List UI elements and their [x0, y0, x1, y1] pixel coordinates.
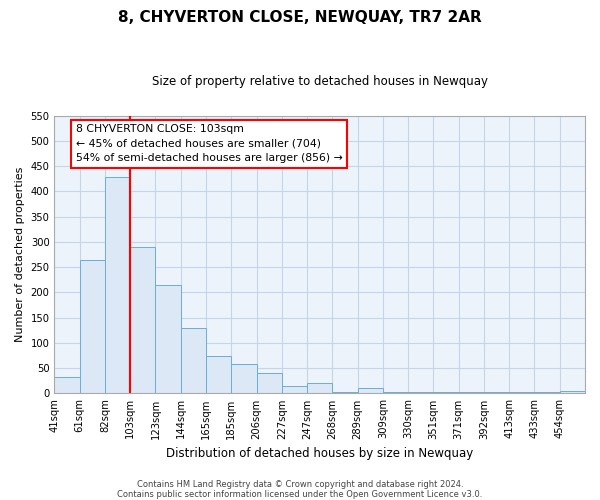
Bar	[509, 392, 535, 394]
Text: Contains public sector information licensed under the Open Government Licence v3: Contains public sector information licen…	[118, 490, 482, 499]
Bar	[408, 392, 433, 394]
Bar	[181, 328, 206, 394]
Bar	[358, 388, 383, 394]
Y-axis label: Number of detached properties: Number of detached properties	[15, 167, 25, 342]
Bar	[307, 384, 332, 394]
Bar	[560, 391, 585, 394]
Bar	[484, 392, 509, 394]
Bar	[80, 260, 105, 394]
Bar	[55, 378, 80, 394]
Bar	[535, 392, 560, 394]
Title: Size of property relative to detached houses in Newquay: Size of property relative to detached ho…	[152, 75, 488, 88]
X-axis label: Distribution of detached houses by size in Newquay: Distribution of detached houses by size …	[166, 447, 473, 460]
Bar	[458, 392, 484, 394]
Bar	[155, 286, 181, 394]
Bar	[433, 392, 458, 394]
Bar	[282, 386, 307, 394]
Text: 8, CHYVERTON CLOSE, NEWQUAY, TR7 2AR: 8, CHYVERTON CLOSE, NEWQUAY, TR7 2AR	[118, 10, 482, 25]
Text: 8 CHYVERTON CLOSE: 103sqm
← 45% of detached houses are smaller (704)
54% of semi: 8 CHYVERTON CLOSE: 103sqm ← 45% of detac…	[76, 124, 343, 164]
Bar	[231, 364, 257, 394]
Bar	[130, 247, 155, 394]
Bar	[257, 373, 282, 394]
Bar	[105, 177, 130, 394]
Bar	[332, 392, 358, 394]
Bar	[383, 392, 408, 394]
Text: Contains HM Land Registry data © Crown copyright and database right 2024.: Contains HM Land Registry data © Crown c…	[137, 480, 463, 489]
Bar	[206, 356, 231, 394]
